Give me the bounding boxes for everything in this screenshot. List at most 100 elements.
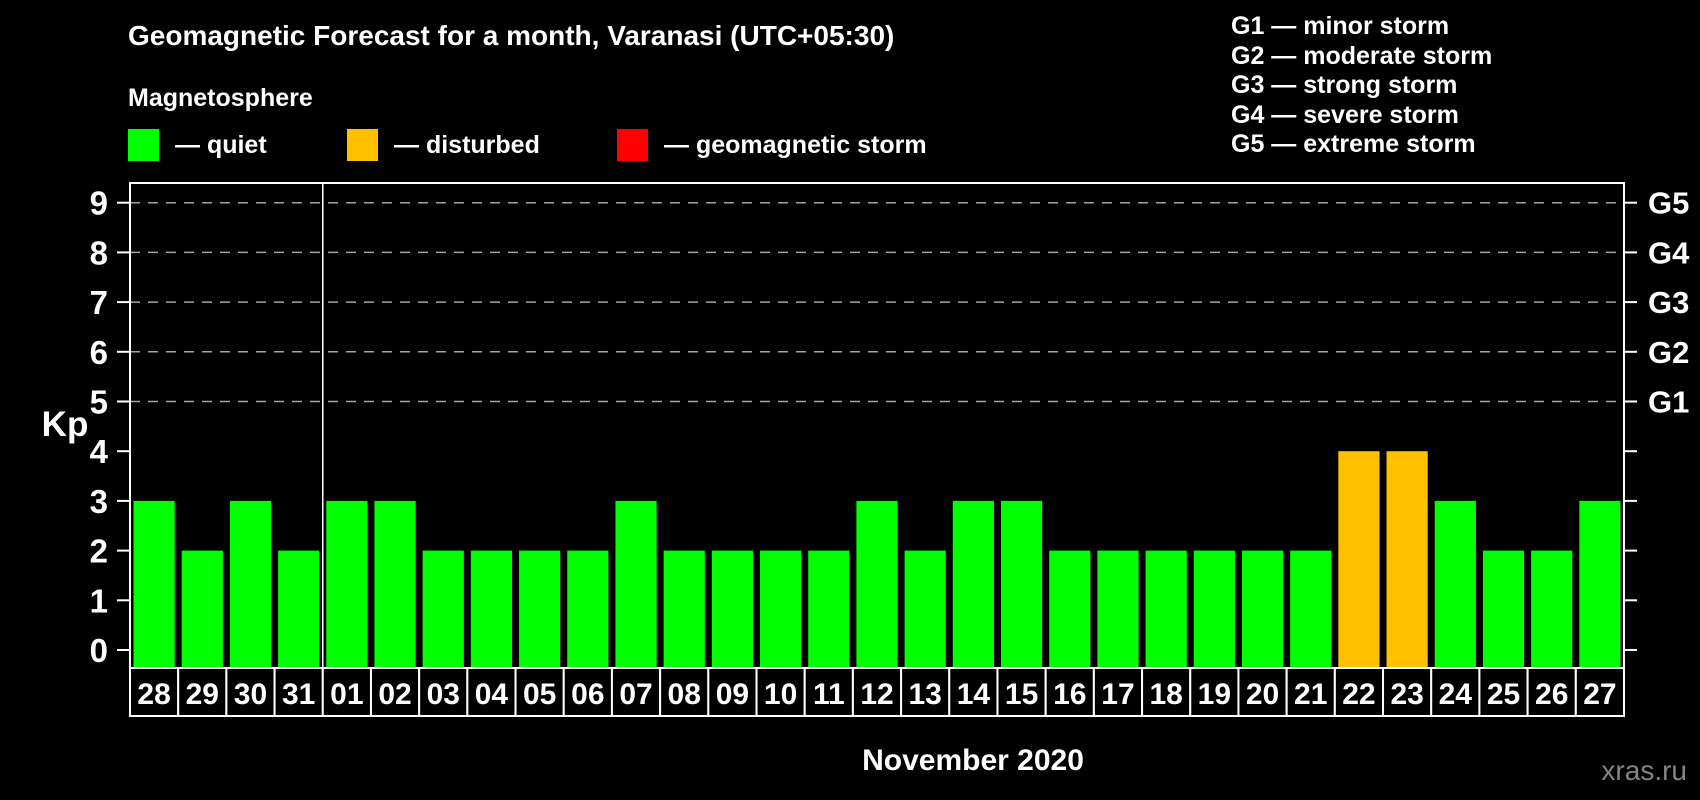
storm-color-swatch [617, 129, 648, 161]
date-label-30: 30 [234, 678, 267, 711]
y-tick-label-6: 6 [90, 334, 108, 371]
quiet-color-swatch [128, 129, 159, 161]
date-label-14: 14 [957, 678, 991, 711]
date-label-26: 26 [1535, 678, 1568, 711]
g-scale-line-g3: G3 — strong storm [1231, 71, 1458, 100]
date-box-28 [129, 667, 180, 717]
date-label-12: 12 [860, 678, 893, 711]
kp-bar-day-11 [808, 550, 850, 668]
chart-title: Geomagnetic Forecast for a month, Varana… [128, 20, 895, 51]
date-label-09: 09 [716, 678, 749, 711]
date-box-21 [1285, 667, 1336, 717]
kp-bar-day-03 [422, 550, 464, 668]
kp-bar-day-16 [1049, 550, 1091, 668]
x-axis-title: November 2020 [862, 744, 1084, 777]
date-label-24: 24 [1439, 678, 1473, 711]
kp-bar-day-21 [1290, 550, 1332, 668]
date-box-13 [900, 667, 951, 717]
y-tick-label-2: 2 [90, 533, 108, 570]
date-box-23 [1382, 667, 1433, 717]
date-label-15: 15 [1005, 678, 1038, 711]
date-label-13: 13 [909, 678, 942, 711]
kp-bar-day-23 [1386, 451, 1428, 668]
date-box-29 [177, 667, 228, 717]
date-box-06 [562, 667, 613, 717]
kp-bar-day-28 [133, 500, 175, 668]
date-box-31 [273, 667, 324, 717]
kp-bar-day-19 [1193, 550, 1235, 668]
date-label-23: 23 [1390, 678, 1423, 711]
right-axis-label-G1: G1 [1648, 385, 1689, 420]
legend-item-quiet: — quiet [128, 129, 267, 161]
date-label-31: 31 [282, 678, 315, 711]
date-box-08 [659, 667, 710, 717]
date-label-29: 29 [186, 678, 219, 711]
y-tick-label-4: 4 [90, 433, 109, 470]
date-box-04 [466, 667, 517, 717]
kp-bar-day-09 [711, 550, 754, 668]
date-box-07 [610, 667, 662, 717]
legend-label-disturbed: — disturbed [394, 130, 540, 159]
kp-bar-day-10 [760, 550, 802, 668]
date-label-17: 17 [1101, 678, 1134, 711]
kp-bar-day-20 [1241, 550, 1284, 668]
date-label-25: 25 [1487, 678, 1520, 711]
date-box-25 [1478, 667, 1529, 717]
date-box-11 [803, 667, 854, 717]
date-box-02 [369, 667, 421, 717]
g-scale-line-g5: G5 — extreme storm [1231, 130, 1476, 159]
kp-bar-day-05 [519, 550, 561, 668]
kp-bar-day-24 [1434, 500, 1476, 668]
right-axis-label-G2: G2 [1648, 335, 1689, 370]
y-tick-label-0: 0 [90, 632, 108, 669]
date-label-11: 11 [813, 678, 845, 711]
legend-label-quiet: — quiet [175, 130, 267, 159]
kp-bar-day-27 [1579, 500, 1621, 668]
legend-item-storm: — geomagnetic storm [617, 129, 927, 161]
kp-bar-day-14 [952, 500, 994, 668]
date-box-30 [225, 667, 276, 717]
kp-bar-day-06 [567, 550, 609, 668]
disturbed-color-swatch [347, 129, 378, 161]
date-box-27 [1574, 667, 1625, 717]
date-label-03: 03 [427, 678, 460, 711]
right-axis-label-G4: G4 [1648, 235, 1690, 270]
date-label-18: 18 [1149, 678, 1182, 711]
right-axis-label-G5: G5 [1648, 186, 1689, 221]
g-scale-line-g2: G2 — moderate storm [1231, 41, 1493, 70]
legend-item-disturbed: — disturbed [347, 129, 540, 161]
date-box-01 [321, 667, 372, 717]
date-box-03 [418, 667, 469, 717]
kp-bar-day-07 [615, 500, 657, 668]
date-label-20: 20 [1246, 678, 1279, 711]
y-tick-label-7: 7 [90, 284, 108, 321]
date-label-05: 05 [523, 678, 556, 711]
date-box-18 [1141, 667, 1192, 717]
kp-bar-day-02 [374, 500, 416, 668]
date-label-28: 28 [137, 678, 170, 711]
date-label-16: 16 [1053, 678, 1086, 711]
g-scale-legend: G1 — minor storm G2 — moderate storm G3 … [1231, 12, 1492, 160]
kp-bar-day-17 [1097, 550, 1139, 668]
kp-bar-day-30 [229, 500, 272, 668]
kp-bar-day-22 [1338, 451, 1380, 668]
date-label-06: 06 [571, 678, 604, 711]
kp-bar-day-08 [663, 550, 705, 668]
y-tick-label-1: 1 [90, 582, 108, 619]
kp-bar-day-13 [904, 550, 946, 668]
kp-bar-day-01 [326, 500, 368, 668]
date-box-17 [1092, 667, 1144, 717]
y-tick-label-9: 9 [90, 185, 108, 222]
date-label-04: 04 [475, 678, 509, 711]
g-scale-line-g4: G4 — severe storm [1231, 100, 1459, 129]
magnetosphere-label: Magnetosphere [128, 84, 313, 112]
kp-bar-day-04 [470, 550, 513, 668]
g-scale-line-g1: G1 — minor storm [1231, 12, 1450, 40]
date-box-09 [707, 667, 758, 717]
kp-bar-day-15 [1000, 500, 1043, 668]
y-tick-label-3: 3 [90, 483, 108, 520]
right-axis-label-G3: G3 [1648, 285, 1689, 320]
kp-bar-day-12 [856, 500, 898, 668]
